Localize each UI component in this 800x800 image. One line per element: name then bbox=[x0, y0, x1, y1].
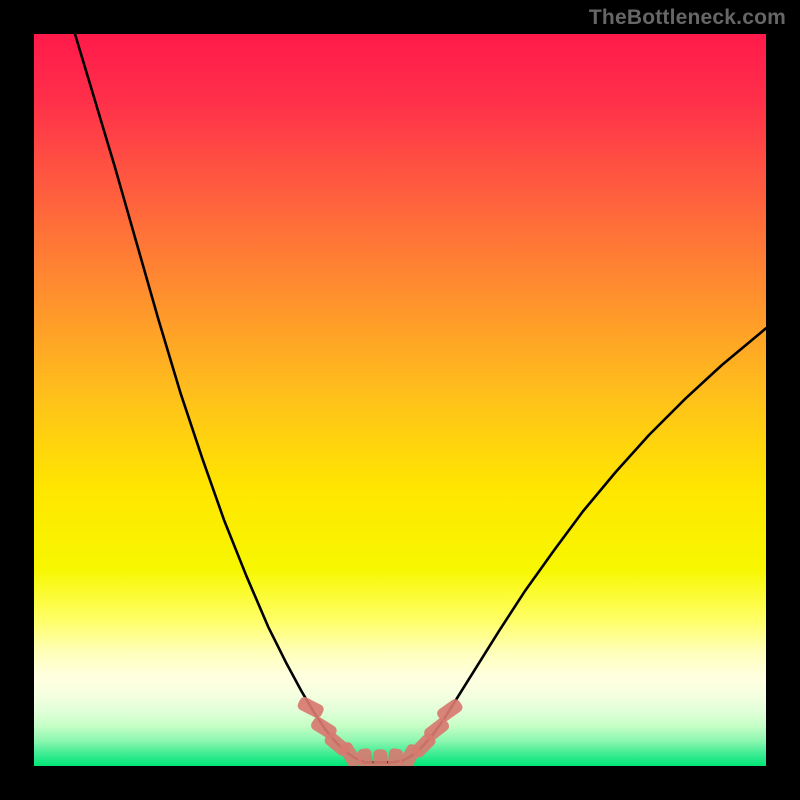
chart-background bbox=[34, 34, 766, 766]
watermark-text: TheBottleneck.com bbox=[589, 6, 786, 30]
chart-svg bbox=[34, 34, 766, 766]
chart-plot-area bbox=[34, 34, 766, 766]
curve-marker bbox=[373, 749, 387, 766]
